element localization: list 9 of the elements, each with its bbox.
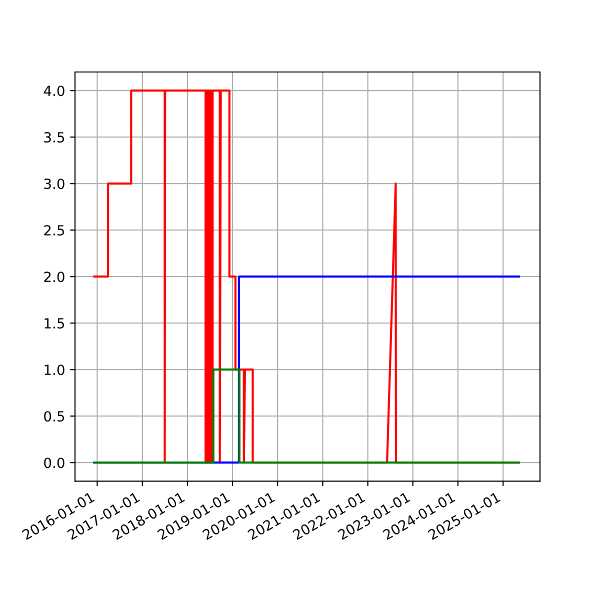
y-tick-label: 2.5	[44, 225, 64, 236]
y-tick-label: 4.0	[44, 86, 64, 96]
y-tick-label: 3.0	[44, 178, 64, 190]
y-tick-label: 2.0	[44, 272, 64, 282]
y-tick-label: 3.5	[44, 132, 64, 143]
y-tick-label: 0.0	[44, 458, 64, 468]
y-tick-label: 1.5	[44, 318, 64, 329]
y-tick-label: 1.0	[44, 364, 64, 376]
y-tick-label: 0.5	[44, 411, 64, 422]
